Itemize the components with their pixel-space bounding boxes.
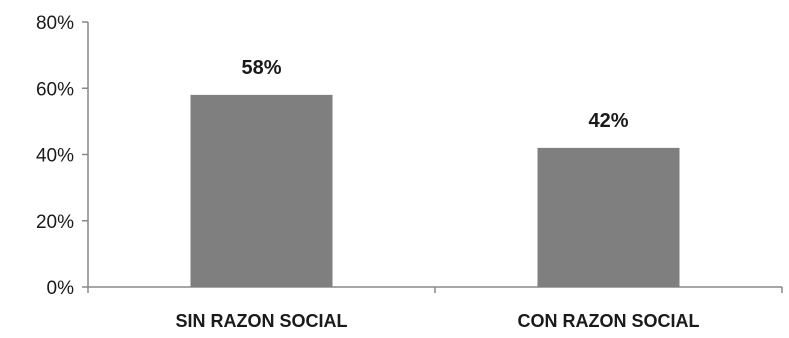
y-tick-label: 40% [36, 146, 74, 167]
bars [190, 94, 680, 287]
y-tick-label: 80% [36, 13, 74, 34]
bar [537, 147, 680, 287]
data-label: 58% [241, 57, 281, 79]
data-label: 42% [588, 110, 628, 132]
bar [190, 94, 333, 287]
data-labels: 58% 42% [241, 57, 628, 132]
y-tick-label: 0% [47, 278, 75, 299]
x-category-label: SIN RAZON SOCIAL [175, 311, 347, 331]
x-axis: SIN RAZON SOCIAL CON RAZON SOCIAL [87, 286, 783, 331]
y-axis: 0% 20% 40% 60% 80% [36, 13, 89, 299]
y-tick-label: 60% [36, 79, 74, 100]
x-category-label: CON RAZON SOCIAL [518, 311, 700, 331]
y-tick-label: 20% [36, 212, 74, 233]
